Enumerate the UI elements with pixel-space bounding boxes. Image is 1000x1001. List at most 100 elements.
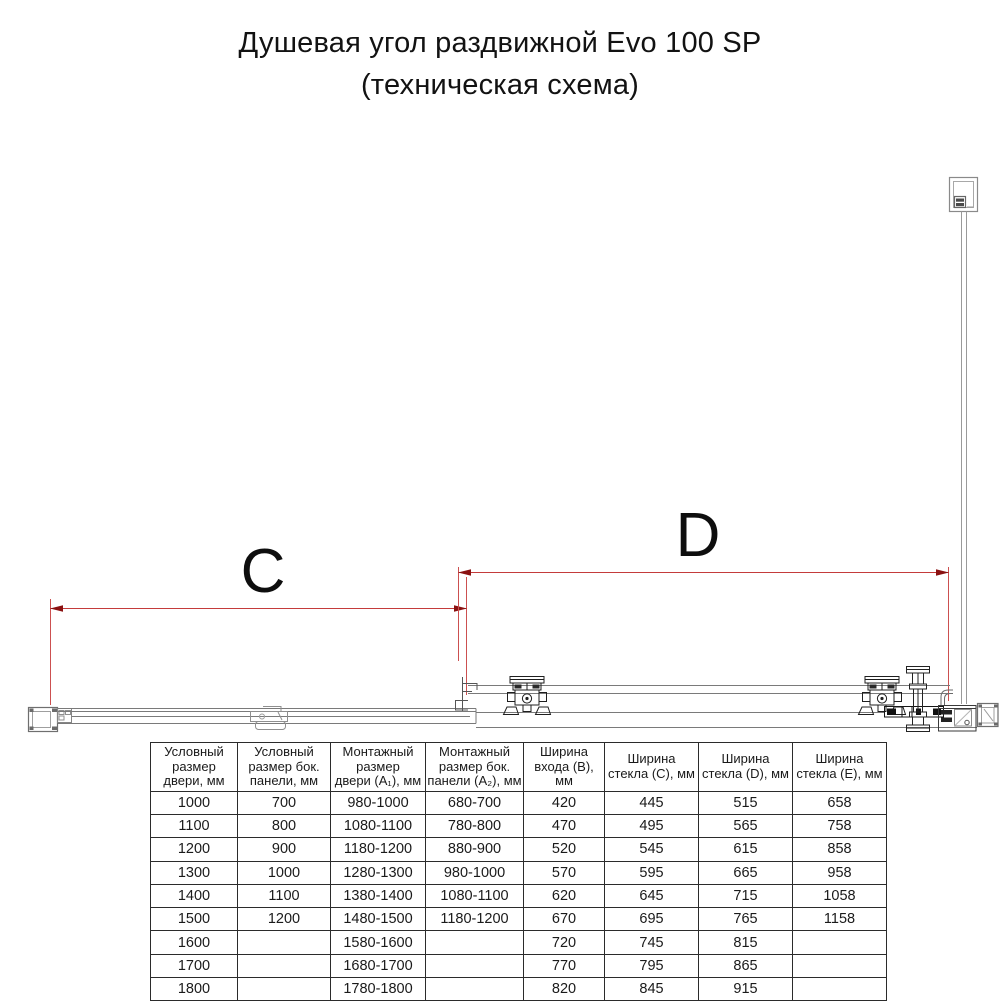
table-cell: 470 — [523, 813, 605, 839]
table-cell: 1480-1500 — [330, 907, 426, 932]
table-cell: 515 — [698, 790, 793, 815]
table-cell — [792, 930, 887, 955]
table-row: 1600 1580-1600 720 745 815 — [150, 930, 887, 955]
table-cell: 715 — [698, 883, 793, 909]
table-cell: 680-700 — [425, 790, 524, 815]
table-cell: 845 — [604, 977, 699, 1001]
side-panel-glass — [961, 211, 967, 704]
table-cell: 800 — [237, 813, 331, 839]
table-cell: 1500 — [150, 907, 238, 932]
table-cell: 770 — [523, 953, 605, 979]
column-header: Монтажный размер бок. панели (A₂), мм — [425, 742, 524, 792]
bottom-guide — [250, 706, 288, 730]
table-cell — [237, 977, 331, 1001]
table-cell: 980-1000 — [425, 860, 524, 885]
right-wall-profile — [976, 702, 999, 728]
table-cell: 1380-1400 — [330, 883, 426, 909]
table-row: 1700 1680-1700 770 795 865 — [150, 953, 887, 979]
table-cell — [425, 977, 524, 1001]
size-table: Условный размер двери, мм Условный размер… — [150, 742, 887, 1001]
table-cell: 780-800 — [425, 813, 524, 839]
table-cell: 765 — [698, 907, 793, 932]
table-cell: 1700 — [150, 953, 238, 979]
table-cell: 1200 — [150, 837, 238, 862]
table-cell: 1000 — [150, 790, 238, 815]
table-cell: 1180-1200 — [330, 837, 426, 862]
table-cell — [425, 930, 524, 955]
table-row: 1500 1200 1480-1500 1180-1200 670 695 765 1158 — [150, 907, 887, 932]
adjustment-post — [906, 666, 930, 732]
top-wall-profile — [948, 176, 979, 213]
table-cell — [425, 953, 524, 979]
table-cell: 565 — [698, 813, 793, 839]
table-row: 1100 800 1080-1100 780-800 470 495 565 758 — [150, 813, 887, 839]
table-cell: 865 — [698, 953, 793, 979]
table-cell: 1100 — [237, 883, 331, 909]
table-cell: 815 — [698, 930, 793, 955]
table-cell: 1180-1200 — [425, 907, 524, 932]
table-cell: 665 — [698, 860, 793, 885]
table-cell: 1680-1700 — [330, 953, 426, 979]
table-cell: 1080-1100 — [330, 813, 426, 839]
table-cell: 670 — [523, 907, 605, 932]
table-cell: 1300 — [150, 860, 238, 885]
dimension-line-c — [50, 577, 467, 705]
table-cell: 720 — [523, 930, 605, 955]
table-cell: 880-900 — [425, 837, 524, 862]
table-cell: 1600 — [150, 930, 238, 955]
table-cell: 980-1000 — [330, 790, 426, 815]
table-cell: 1800 — [150, 977, 238, 1001]
column-header: Условный размер двери, мм — [150, 742, 238, 792]
page-title: Душевая угол раздвижной Evo 100 SP (техн… — [0, 22, 1000, 106]
table-cell — [237, 930, 331, 955]
column-header: Монтажный размер двери (A₁), мм — [330, 742, 426, 792]
table-cell: 795 — [604, 953, 699, 979]
table-cell: 700 — [237, 790, 331, 815]
table-cell: 595 — [604, 860, 699, 885]
table-cell: 900 — [237, 837, 331, 862]
table-row: 1800 1780-1800 820 845 915 — [150, 977, 887, 1001]
table-cell: 1580-1600 — [330, 930, 426, 955]
table-header-row: Условный размер двери, мм Условный размер… — [150, 742, 887, 792]
door-connector-bracket — [455, 677, 478, 711]
table-cell: 445 — [604, 790, 699, 815]
table-cell: 745 — [604, 930, 699, 955]
table-row: 1000 700 980-1000 680-700 420 445 515 658 — [150, 790, 887, 815]
table-cell: 620 — [523, 883, 605, 909]
column-header: Ширина стекла (D), мм — [698, 742, 793, 792]
table-cell: 520 — [523, 837, 605, 862]
left-wall-profile — [27, 706, 72, 733]
dimension-line-d — [458, 567, 949, 701]
table-cell: 820 — [523, 977, 605, 1001]
table-cell: 645 — [604, 883, 699, 909]
table-cell: 958 — [792, 860, 887, 885]
table-cell: 420 — [523, 790, 605, 815]
table-cell: 1400 — [150, 883, 238, 909]
dimension-label-d: D — [675, 501, 721, 570]
table-cell: 545 — [604, 837, 699, 862]
roller-carriage-right — [857, 676, 907, 715]
dimension-label-c: C — [240, 537, 286, 606]
table-cell: 1200 — [237, 907, 331, 932]
table-cell: 615 — [698, 837, 793, 862]
page-title-line2: (техническая схема) — [360, 69, 640, 102]
table-cell: 495 — [604, 813, 699, 839]
table-cell: 1080-1100 — [425, 883, 524, 909]
lower-rail — [476, 712, 977, 728]
table-cell: 858 — [792, 837, 887, 862]
table-cell — [792, 977, 887, 1001]
table-row: 1400 1100 1380-1400 1080-1100 620 645 715 1058 — [150, 883, 887, 909]
table-cell: 1100 — [150, 813, 238, 839]
table-row: 1300 1000 1280-1300 980-1000 570 595 665 958 — [150, 860, 887, 885]
column-header: Ширина стекла (E), мм — [792, 742, 887, 792]
table-cell: 1000 — [237, 860, 331, 885]
table-cell — [792, 953, 887, 979]
table-cell: 758 — [792, 813, 887, 839]
table-cell: 1058 — [792, 883, 887, 909]
table-cell: 1780-1800 — [330, 977, 426, 1001]
table-cell: 915 — [698, 977, 793, 1001]
corner-connector — [938, 689, 977, 732]
page-title-line1: Душевая угол раздвижной Evo 100 SP — [238, 27, 762, 59]
table-cell: 1280-1300 — [330, 860, 426, 885]
